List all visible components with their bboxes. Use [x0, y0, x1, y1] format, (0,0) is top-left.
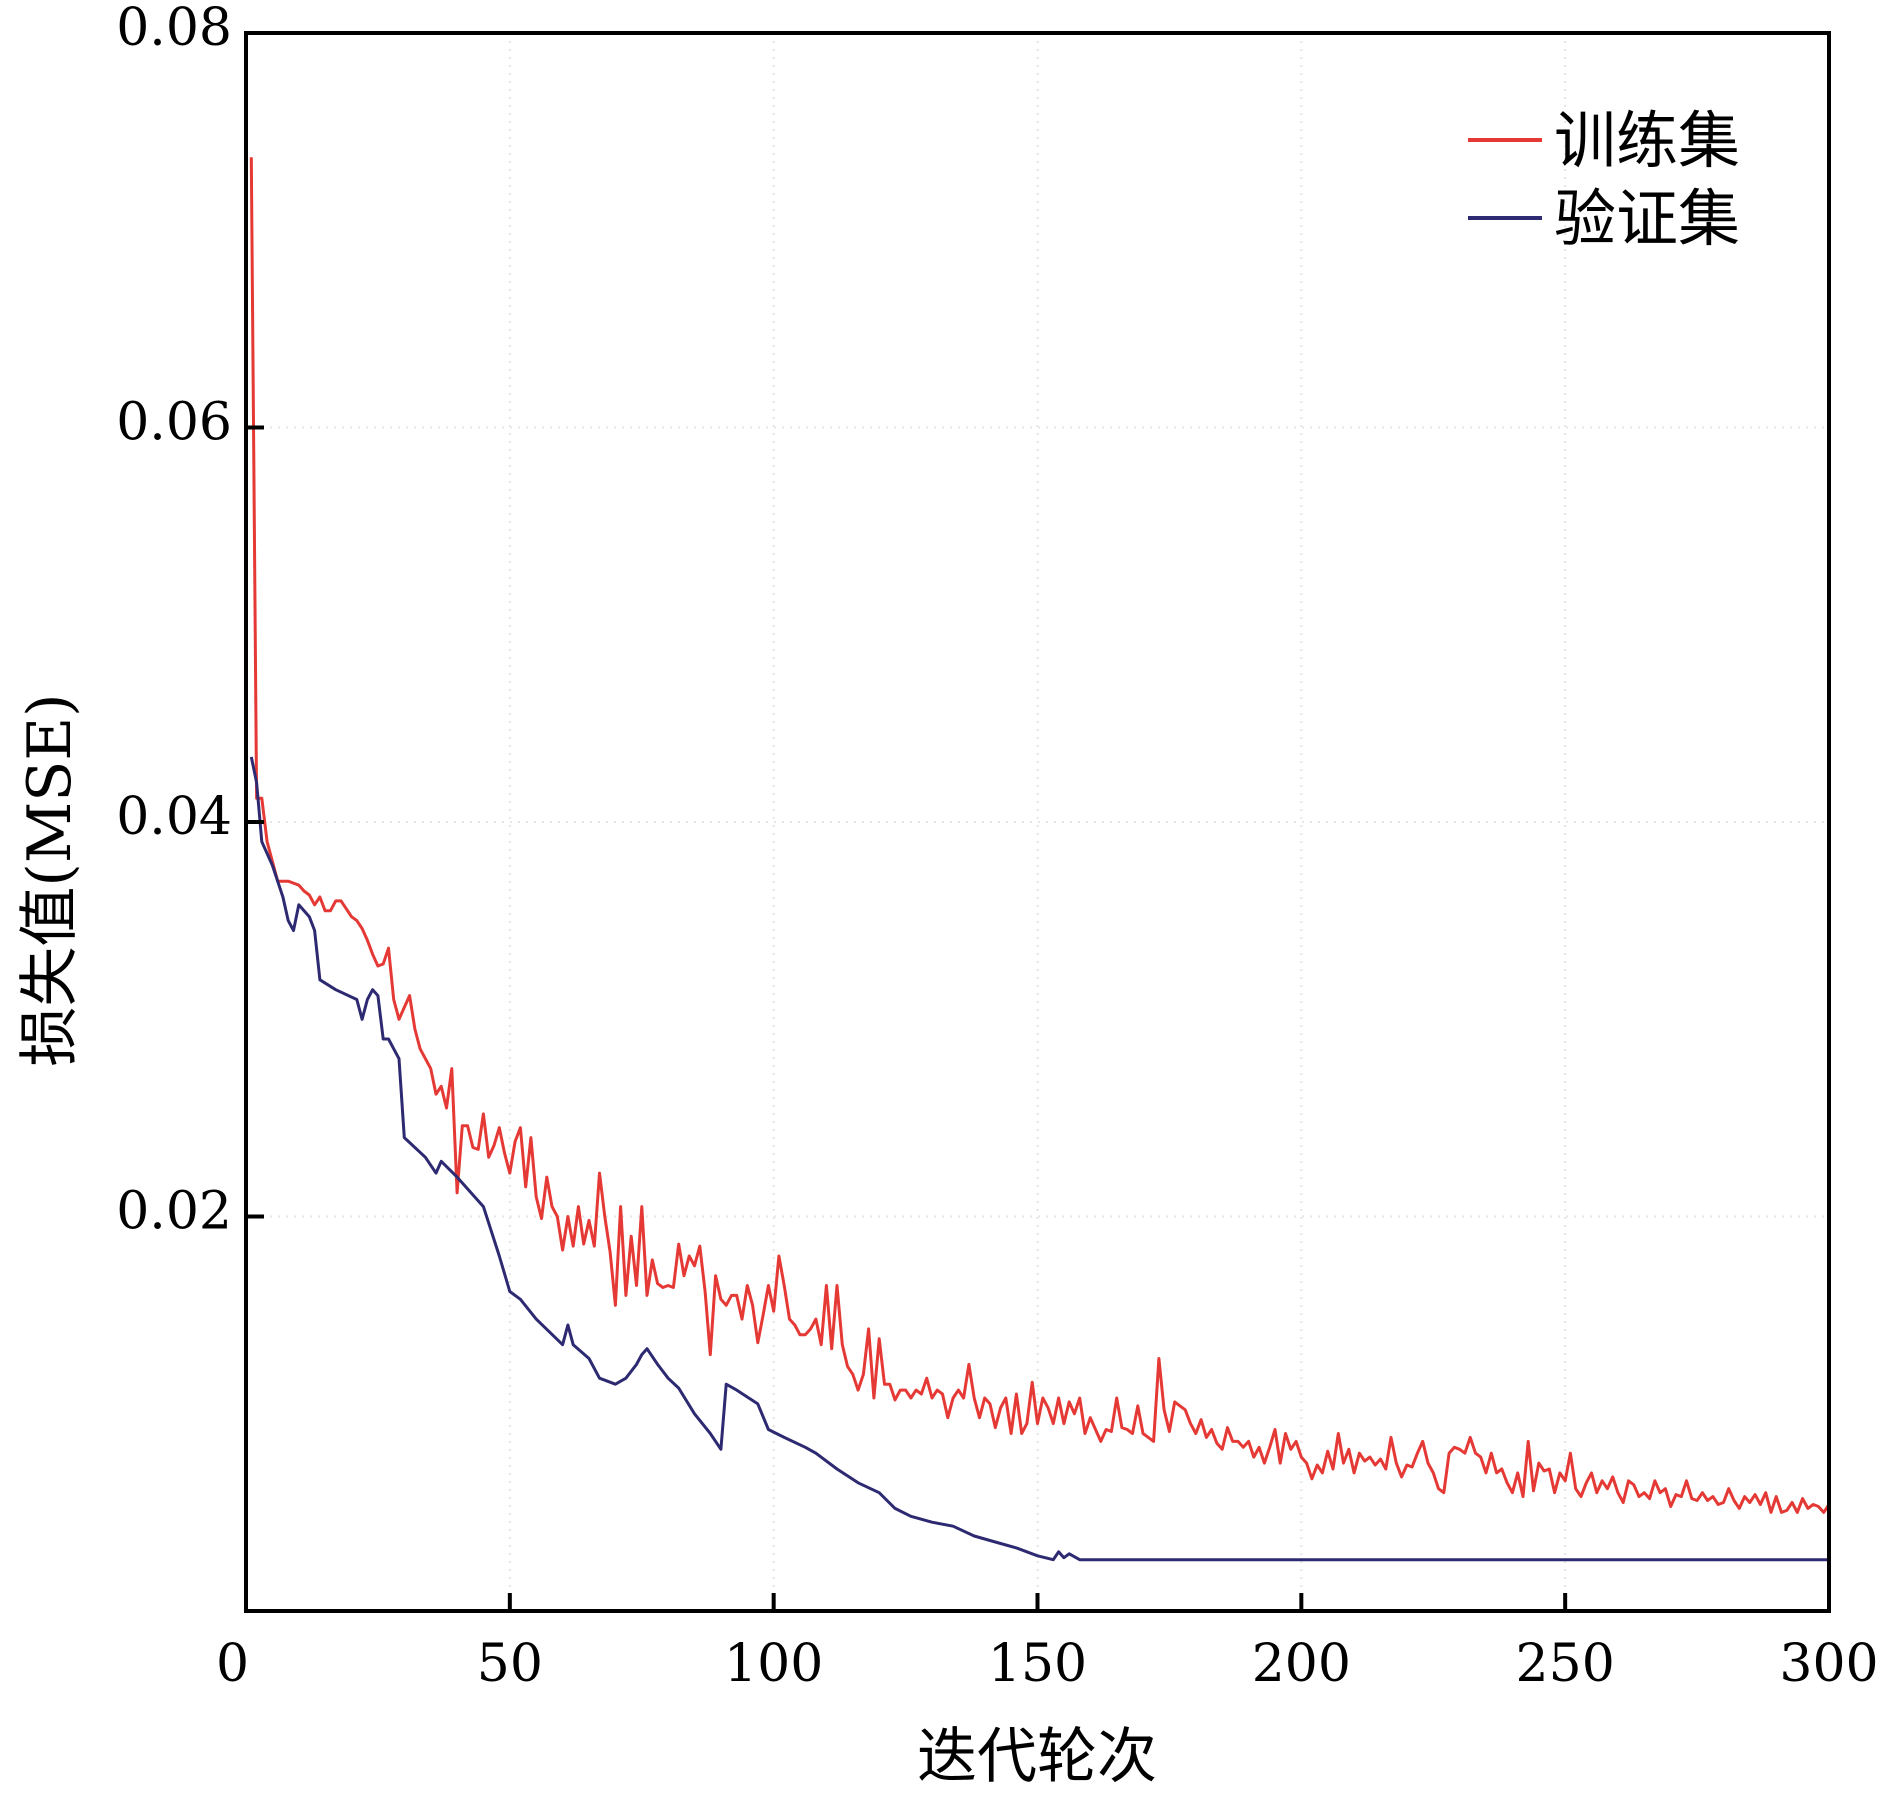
x-tick-label: 300: [1779, 1634, 1878, 1694]
x-tick-label: 150: [988, 1634, 1087, 1694]
train-series-line: [249, 157, 1831, 1514]
y-axis-label: 损失值(MSE): [15, 693, 85, 1066]
x-tick-label: 100: [724, 1634, 823, 1694]
y-tick-label: 0.02: [116, 1182, 232, 1242]
y-tick-label: 0.06: [116, 393, 232, 453]
legend: 训练集 验证集: [1468, 104, 1740, 255]
legend-label-train: 训练集: [1554, 104, 1740, 177]
y-tick-label: 0.08: [116, 0, 232, 58]
legend-label-validation: 验证集: [1554, 182, 1740, 255]
x-tick-label: 0: [216, 1634, 249, 1694]
series-lines: [249, 157, 1831, 1562]
x-tick-label: 250: [1516, 1634, 1615, 1694]
x-tick-label: 50: [477, 1634, 543, 1694]
y-tick-label: 0.04: [116, 787, 232, 847]
x-tick-label: 200: [1252, 1634, 1351, 1694]
x-axis-label: 迭代轮次: [917, 1722, 1157, 1792]
validation-series-line: [249, 756, 1829, 1562]
axis-ticks: 0.02 0.04 0.06 0.08 0 50 100 150 200 250 300: [116, 0, 1878, 1694]
